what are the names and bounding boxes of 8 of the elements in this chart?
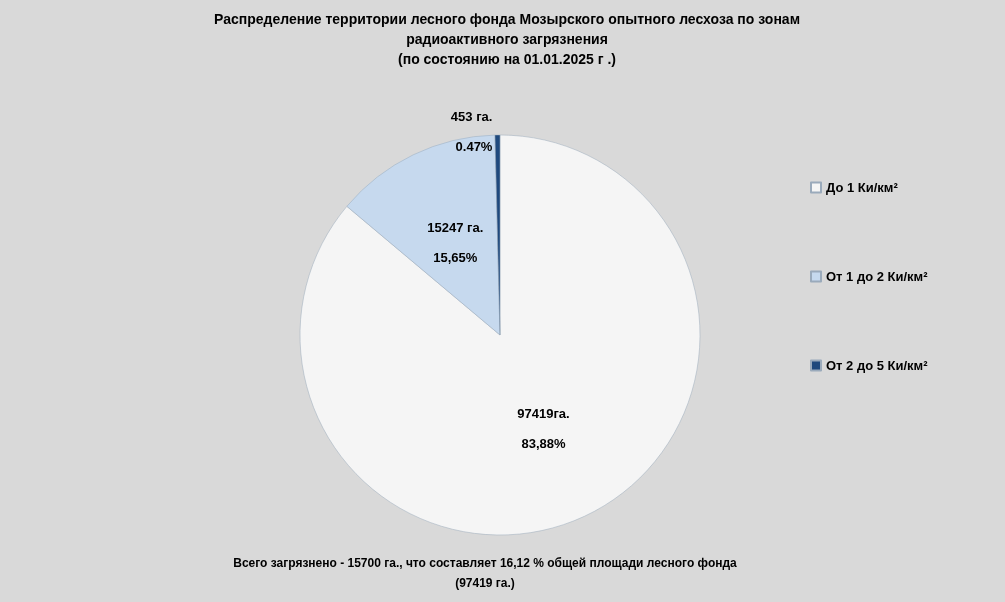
data-label: 15247 га. 15,65% [427, 219, 484, 265]
legend-label: От 1 до 2 Ки/км² [826, 269, 929, 284]
legend-label: От 2 до 5 Ки/км² [826, 358, 929, 373]
text: Всего загрязнено - 15700 га., что составляет 16,12 % общей площади лесного фонда (97419 га.) [233, 556, 738, 590]
data-label: 97419га. 83,88% [517, 405, 570, 451]
legend-label: До 1 Ки/км² [826, 180, 899, 195]
chart-title: Распределение территории лесного фонда Мозырского опытного лесхоза по зонам радиоактивного загрязнения (по состоянию на 01.01.2025 г .) [214, 11, 800, 67]
data-label: 453 га. 0.47% [450, 108, 493, 154]
